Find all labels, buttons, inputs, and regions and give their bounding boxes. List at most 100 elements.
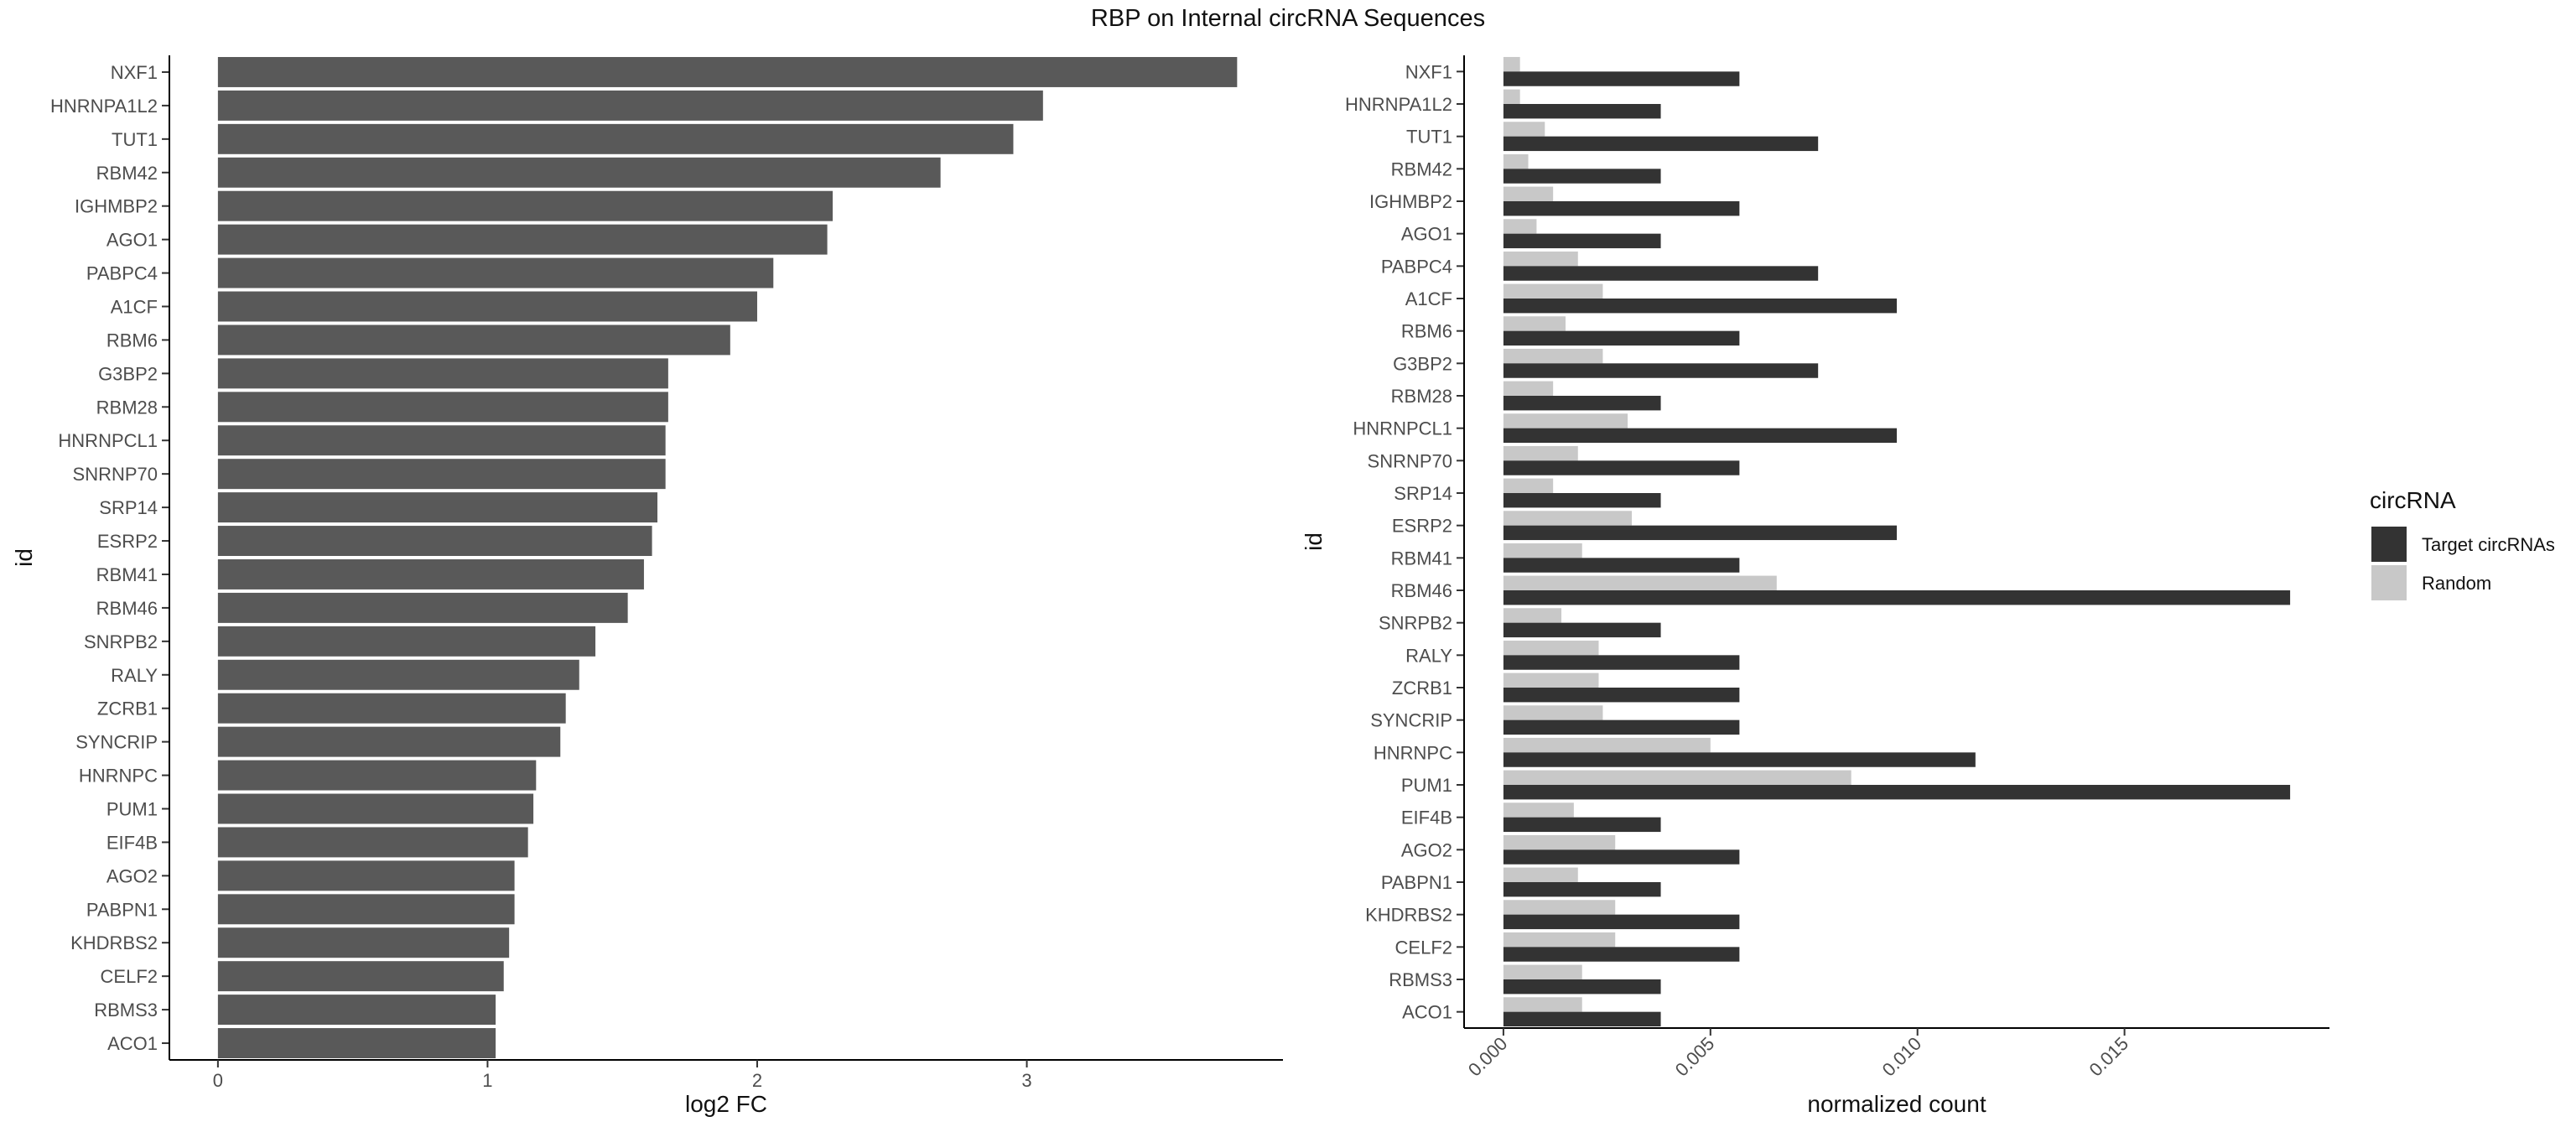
bar-random-snrnp70	[1503, 445, 1578, 461]
y-tick-label-raly: RALY	[1405, 645, 1452, 666]
right-panel-normalized-count: NXF1 HNRNPA1L2 TUT1 RBM42 IGHMBP2 AGO1 PABPC4 A…	[1301, 55, 2329, 1117]
bar-tut1	[217, 123, 1014, 154]
bar-random-rbms3	[1503, 964, 1582, 979]
y-tick-label-pabpc4: PABPC4	[1381, 256, 1452, 277]
y-tick-label-srp14: SRP14	[99, 497, 158, 518]
bar-ighmbp2	[217, 190, 834, 221]
bar-snrpb2	[217, 626, 596, 657]
bar-random-celf2	[1503, 932, 1616, 948]
bar-target-celf2	[1503, 947, 1740, 962]
y-tick-label-ago2: AGO2	[1401, 839, 1452, 860]
y-tick-label-pum1: PUM1	[106, 799, 158, 820]
bar-eif4b	[217, 827, 528, 858]
legend-swatch-random	[2371, 565, 2407, 600]
y-tick-label-ago1: AGO1	[106, 230, 158, 251]
bar-hnrnpc	[217, 760, 537, 791]
y-tick-label-eif4b: EIF4B	[106, 832, 158, 853]
y-tick-label-hnrnpc: HNRNPC	[79, 766, 158, 787]
bar-random-nxf1	[1503, 56, 1520, 72]
bar-target-hnrnpcl1	[1503, 428, 1897, 444]
bar-random-srp14	[1503, 478, 1554, 493]
bar-target-rbms3	[1503, 979, 1661, 995]
bar-target-srp14	[1503, 493, 1661, 508]
y-tick-label-eif4b: EIF4B	[1401, 808, 1452, 828]
bar-target-pum1	[1503, 785, 2291, 800]
bar-hnrnpa1l2	[217, 90, 1043, 121]
bar-rbm42	[217, 157, 941, 188]
bar-random-rbm46	[1503, 575, 1777, 590]
bar-random-rbm28	[1503, 381, 1554, 396]
bar-target-nxf1	[1503, 71, 1740, 86]
x-axis-title: log2 FC	[685, 1091, 767, 1117]
bar-aco1	[217, 1028, 496, 1059]
y-tick-label-srp14: SRP14	[1394, 483, 1452, 504]
y-tick-label-esrp2: ESRP2	[97, 531, 158, 552]
bar-target-tut1	[1503, 136, 1819, 152]
bar-rbm28	[217, 392, 668, 423]
y-tick-label-rbms3: RBMS3	[1389, 969, 1452, 990]
legend-title: circRNA	[2370, 487, 2456, 513]
bar-target-rbm46	[1503, 590, 2291, 605]
bar-target-rbm6	[1503, 330, 1740, 346]
y-tick-label-esrp2: ESRP2	[1392, 516, 1452, 537]
y-tick-label-rbm28: RBM28	[96, 397, 158, 418]
y-tick-label-g3bp2: G3BP2	[98, 363, 158, 384]
bar-random-ago2	[1503, 834, 1616, 850]
bar-rbm41	[217, 558, 644, 589]
bar-ago2	[217, 860, 515, 891]
bar-target-hnrnpa1l2	[1503, 104, 1661, 119]
bar-g3bp2	[217, 358, 668, 389]
bar-random-hnrnpa1l2	[1503, 89, 1520, 104]
bar-target-snrnp70	[1503, 460, 1740, 475]
y-tick-label-rbm28: RBM28	[1391, 386, 1452, 407]
y-tick-label-nxf1: NXF1	[111, 62, 158, 83]
y-tick-label-rbm42: RBM42	[96, 163, 158, 184]
bar-random-eif4b	[1503, 802, 1574, 818]
bar-celf2	[217, 961, 504, 992]
bar-target-ago2	[1503, 849, 1740, 865]
y-tick-label-ighmbp2: IGHMBP2	[1369, 191, 1452, 212]
bar-rbms3	[217, 995, 496, 1026]
bar-target-rbm28	[1503, 396, 1661, 411]
bar-target-rbm41	[1503, 558, 1740, 573]
y-tick-label-zcrb1: ZCRB1	[97, 699, 158, 719]
bar-random-a1cf	[1503, 283, 1603, 299]
bar-target-pabpc4	[1503, 266, 1819, 281]
x-tick-label-2: 2	[752, 1070, 762, 1091]
bar-random-hnrnpcl1	[1503, 413, 1628, 428]
figure-title: RBP on Internal circRNA Sequences	[1091, 5, 1485, 32]
y-axis-title: id	[1301, 532, 1327, 551]
y-tick-label-syncrip: SYNCRIP	[1370, 710, 1452, 731]
y-tick-label-aco1: ACO1	[1402, 1002, 1452, 1023]
y-tick-label-tut1: TUT1	[112, 129, 158, 150]
legend: circRNA Target circRNAs Random	[2370, 487, 2555, 600]
bar-target-a1cf	[1503, 299, 1897, 314]
bar-random-aco1	[1503, 997, 1582, 1012]
y-tick-label-rbm41: RBM41	[1391, 548, 1452, 569]
bar-random-rbm6	[1503, 316, 1566, 331]
bar-random-ighmbp2	[1503, 186, 1554, 201]
y-tick-label-celf2: CELF2	[101, 966, 158, 987]
y-tick-label-g3bp2: G3BP2	[1393, 353, 1452, 374]
y-tick-label-pabpn1: PABPN1	[1381, 872, 1452, 893]
y-tick-label-pabpn1: PABPN1	[86, 899, 158, 920]
x-tick-label-3: 3	[1021, 1070, 1031, 1091]
bar-target-aco1	[1503, 1011, 1661, 1027]
y-tick-label-hnrnpa1l2: HNRNPA1L2	[50, 96, 158, 117]
y-tick-label-snrpb2: SNRPB2	[84, 631, 158, 652]
bar-random-rbm42	[1503, 153, 1529, 169]
y-tick-label-snrpb2: SNRPB2	[1379, 613, 1452, 634]
y-tick-label-a1cf: A1CF	[111, 297, 158, 318]
legend-label-target-circrnas: Target circRNAs	[2422, 534, 2555, 555]
bar-target-zcrb1	[1503, 688, 1740, 703]
bar-target-hnrnpc	[1503, 752, 1976, 767]
bar-random-snrpb2	[1503, 608, 1562, 623]
bar-target-ago1	[1503, 233, 1661, 249]
y-tick-label-khdrbs2: KHDRBS2	[70, 932, 158, 953]
bar-random-khdrbs2	[1503, 900, 1616, 915]
x-axis-title: normalized count	[1807, 1091, 1986, 1117]
bar-random-tut1	[1503, 122, 1545, 137]
y-tick-label-aco1: ACO1	[107, 1033, 158, 1054]
bar-target-rbm42	[1503, 169, 1661, 184]
y-tick-label-ighmbp2: IGHMBP2	[75, 196, 158, 217]
